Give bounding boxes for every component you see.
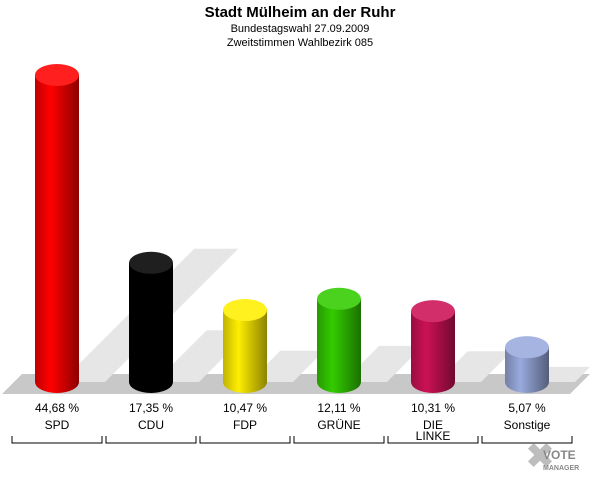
category-label-fdp: FDP (233, 418, 257, 432)
value-label-spd: 44,68 % (35, 401, 79, 415)
category-label-die-linke-line2: LINKE (416, 429, 451, 443)
value-label-cdu: 17,35 % (129, 401, 173, 415)
category-bracket-cdu (105, 436, 197, 444)
chart-subtitle-district: Zweitstimmen Wahlbezirk 085 (226, 37, 374, 49)
logo-text-manager: MANAGER (543, 465, 579, 472)
category-label-die-linke-line1: DIE (423, 418, 443, 432)
logo-text-vote: VOTE (543, 448, 576, 462)
bar-body-die-linke (411, 311, 455, 382)
bar-body-gruene (317, 298, 361, 382)
chart-subtitle-election: Bundestagswahl 27.09.2009 (230, 23, 370, 35)
bar-top-cdu (129, 251, 173, 274)
bar-shadow-die-linke (437, 351, 512, 382)
bar-shadow-gruene (343, 345, 424, 382)
bar-sonstige (505, 336, 549, 393)
bar-body-fdp (223, 310, 267, 382)
value-label-gruene: 12,11 % (317, 401, 360, 415)
category-bracket-die-linke (387, 436, 479, 444)
bar-shadow-fdp (249, 350, 325, 382)
bar-spd (35, 64, 79, 393)
category-bracket-fdp (199, 436, 291, 444)
chart-header: Stadt Mülheim an der Ruhr Bundestagswahl… (0, 4, 600, 50)
category-bracket-sonstige (481, 436, 573, 444)
bar-top-sonstige (505, 336, 549, 359)
bar-body-spd (35, 75, 79, 382)
category-bracket-spd (11, 436, 103, 444)
bar-top-gruene (317, 287, 361, 310)
value-label-die-linke: 10,31 % (411, 401, 455, 415)
chart-title: Stadt Mülheim an der Ruhr (204, 4, 396, 21)
bar-cdu (129, 251, 173, 393)
bar-gruene (317, 287, 361, 393)
bars (35, 64, 549, 393)
bar-top-fdp (223, 299, 267, 322)
category-label-spd: SPD (45, 418, 70, 432)
value-label-sonstige: 5,07 % (508, 401, 546, 415)
value-label-fdp: 10,47 % (223, 401, 267, 415)
bar-fdp (223, 299, 267, 393)
bar-body-cdu (129, 262, 173, 382)
category-label-sonstige: Sonstige (504, 418, 551, 432)
category-label-gruene: GRÜNE (317, 418, 360, 432)
bar-top-spd (35, 64, 79, 86)
bar-top-die-linke (411, 300, 455, 323)
category-label-cdu: CDU (138, 418, 164, 432)
vote-manager-logo: VOTE MANAGER (527, 442, 579, 472)
bar-die-linke (411, 300, 455, 393)
bar-labels: 44,68 % SPD 17,35 % CDU 10,47 % FDP 12,11 % GRÜ… (11, 401, 573, 444)
category-bracket-gruene (293, 436, 385, 444)
